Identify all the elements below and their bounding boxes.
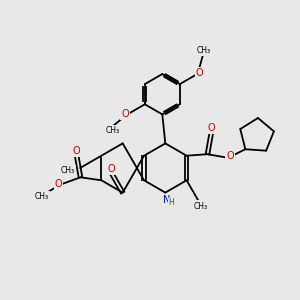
Text: H: H [169,198,175,207]
Text: CH₃: CH₃ [61,166,75,175]
Text: O: O [207,123,215,133]
Text: O: O [107,164,115,174]
Text: O: O [55,179,62,190]
Text: O: O [122,109,129,119]
Text: O: O [72,146,80,156]
Text: N: N [163,195,170,206]
Text: O: O [226,151,234,161]
Text: CH₃: CH₃ [35,192,49,201]
Text: CH₃: CH₃ [196,46,211,55]
Text: CH₃: CH₃ [193,202,208,211]
Text: CH₃: CH₃ [105,126,119,135]
Text: O: O [196,68,203,78]
